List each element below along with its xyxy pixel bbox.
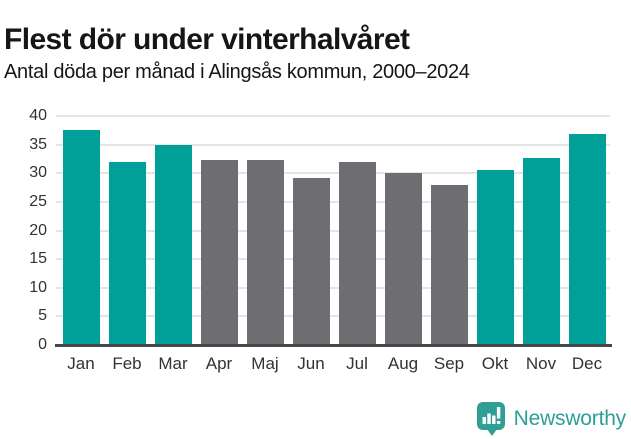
x-tick-label-nov: Nov [525,354,557,373]
y-tick-label-15: 15 [29,250,47,268]
x-tick-label-jun: Jun [297,354,325,373]
y-tick-label-0: 0 [38,336,47,353]
brand-name: Newsworthy [513,407,627,430]
bars-row [58,116,610,345]
plot-area [55,115,612,347]
bar-apr [200,160,238,345]
bar-nov [522,157,560,345]
bar-okt [476,169,514,345]
x-tick-label-sep: Sep [433,354,465,373]
x-tick-label-jan: Jan [67,354,95,373]
bar-slot-jul [334,162,380,345]
bar-slot-dec [564,133,610,345]
gridline-25 [56,200,610,203]
gridline-30 [56,172,610,175]
chart-title: Flest dör under vinterhalvåret [4,23,410,57]
gridline-5 [56,315,610,318]
y-tick-label-5: 5 [38,307,47,325]
x-tick-label-okt: Okt [481,354,509,373]
y-axis: 0 5 10 15 20 25 30 35 40 [0,107,49,353]
x-axis: Jan Feb Mar Apr Maj Jun Jul Aug Sep Okt Nov Dec [58,350,610,378]
bar-slot-sep [426,185,472,345]
chart-subtitle: Antal döda per månad i Alingsås kommun, … [4,61,470,83]
gridline-35 [56,143,610,146]
bar-slot-jun [288,177,334,345]
x-tick-label-feb: Feb [112,354,142,373]
x-tick-label-maj: Maj [251,354,279,373]
gridline-40 [56,115,610,117]
gridline-15 [56,258,610,261]
bar-aug [384,173,422,345]
y-tick-label-35: 35 [29,135,47,153]
x-tick-label-dec: Dec [571,354,603,373]
bar-maj [246,160,284,345]
x-tick-label-jul: Jul [346,354,368,373]
bar-mar [154,144,192,345]
y-tick-label-20: 20 [29,221,47,239]
bar-slot-nov [518,157,564,345]
bar-slot-apr [196,160,242,345]
bar-slot-mar [150,144,196,345]
bar-slot-aug [380,173,426,345]
newsworthy-bar-chart-bubble-icon [476,402,505,436]
y-tick-label-10: 10 [29,278,47,296]
bar-slot-feb [104,161,150,345]
bar-slot-jan [58,130,104,345]
y-tick-label-25: 25 [29,192,47,210]
x-tick-label-aug: Aug [387,354,419,373]
bar-feb [108,161,146,345]
bar-jun [292,177,330,345]
x-tick-label-apr: Apr [205,354,233,373]
x-tick-label-mar: Mar [158,354,188,373]
bar-slot-maj [242,160,288,345]
bar-jan [62,130,100,345]
bar-dec [568,133,606,345]
brand-footer: Newsworthy [476,400,626,438]
gridline-10 [56,286,610,289]
bar-slot-okt [472,169,518,345]
y-tick-label-30: 30 [29,164,47,182]
bar-jul [338,162,376,345]
gridline-20 [56,229,610,232]
y-tick-label-40: 40 [29,107,47,124]
x-axis-line [55,344,612,347]
bar-sep [430,185,468,345]
